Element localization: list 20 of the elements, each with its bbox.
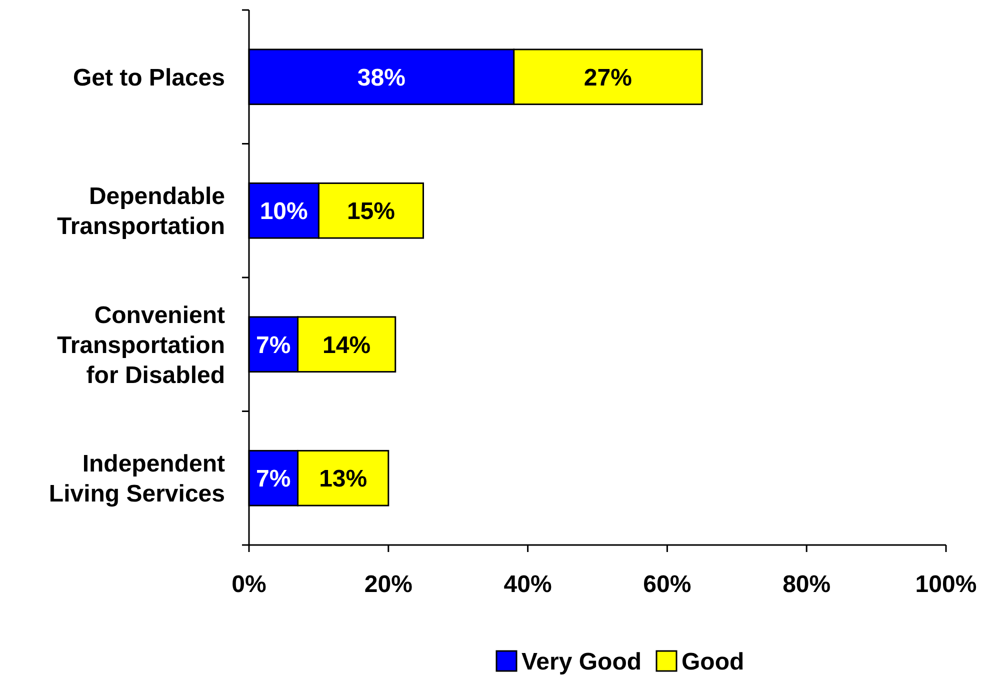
y-tick-label: Get to Places [72,64,225,92]
data-label: 7% [256,466,291,493]
x-tick-label: 0% [232,571,266,598]
data-label: 14% [322,332,371,359]
data-label: 38% [357,64,406,92]
legend-label: Very Good [522,648,642,676]
y-tick-label: Independent Living Services [48,450,225,508]
y-tick-label: Convenient Transportation for Disabled [56,302,225,389]
data-label: 10% [260,198,308,226]
x-tick-label: 40% [504,571,552,598]
x-tick-label: 80% [782,571,831,598]
x-tick-label: 20% [364,571,412,598]
data-label: 15% [346,198,395,226]
data-label: 27% [584,64,632,92]
legend-label: Good [682,648,744,676]
x-tick-label: 60% [643,571,692,598]
data-label: 7% [256,332,291,359]
x-tick-label: 100% [915,571,977,598]
data-label: 13% [319,466,368,493]
y-tick-label: Dependable Transportation [56,183,225,240]
